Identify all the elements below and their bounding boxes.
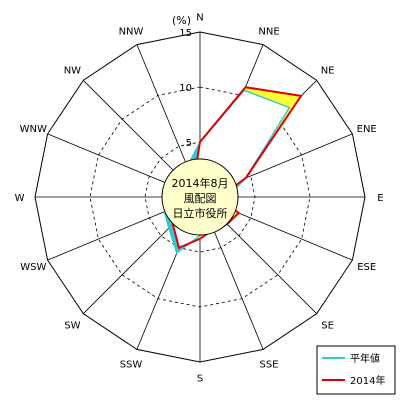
radial-tick-5: 5 (186, 138, 192, 149)
direction-labels: N NNE NE ENE E ESE SE SSE S SSW SW WSW W WNW NW NNW (15, 13, 384, 385)
center-text-date: 2014年8月 (172, 176, 229, 190)
center-label: 2014年8月 風配図 日立市役所 (161, 158, 239, 236)
direction-label-ese: ESE (357, 262, 376, 273)
center-text-title: 風配図 (184, 192, 217, 205)
direction-label-ne: NE (321, 65, 335, 76)
direction-label-s: S (197, 373, 203, 384)
direction-label-n: N (196, 13, 203, 24)
direction-label-nnw: NNW (119, 26, 144, 37)
legend-box (316, 345, 396, 395)
direction-label-sse: SSE (259, 360, 278, 371)
direction-label-nw: NW (64, 65, 81, 76)
center-text-station: 日立市役所 (173, 206, 228, 220)
legend-label-2014: 2014年 (350, 374, 385, 387)
legend: 平年値 2014年 (316, 345, 396, 395)
radial-tick-10: 10 (179, 83, 192, 94)
direction-label-e: E (377, 193, 383, 204)
direction-label-wnw: WNW (20, 124, 47, 135)
direction-label-ssw: SSW (120, 360, 143, 371)
direction-label-ene: ENE (357, 124, 377, 135)
direction-label-se: SE (321, 321, 334, 332)
unit-label: (%) (172, 14, 191, 27)
center-circle (161, 158, 239, 236)
direction-label-wsw: WSW (20, 262, 46, 273)
radial-tick-15: 15 (179, 28, 192, 39)
direction-label-nne: NNE (258, 26, 279, 37)
direction-label-w: W (15, 193, 25, 204)
direction-label-sw: SW (64, 321, 80, 332)
legend-label-normal: 平年値 (350, 352, 380, 365)
